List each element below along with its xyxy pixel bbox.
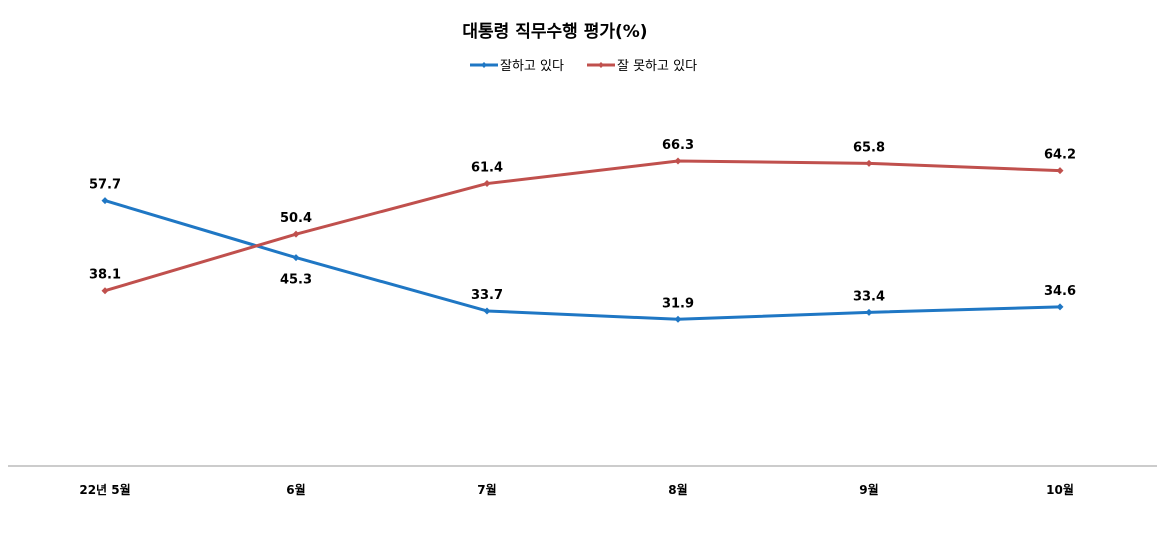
x-tick-label: 10월 — [1046, 482, 1074, 497]
data-point — [1056, 303, 1064, 311]
data-point — [1056, 167, 1064, 175]
legend-label: 잘 못하고 있다 — [617, 59, 697, 74]
data-label: 31.9 — [662, 296, 694, 311]
data-label: 34.6 — [1044, 284, 1076, 299]
data-label: 38.1 — [89, 268, 121, 283]
data-point — [483, 307, 491, 315]
x-tick-label: 22년 5월 — [79, 482, 130, 497]
data-point — [674, 315, 682, 323]
x-axis-tick-labels: 22년 5월 6월 7월 8월 9월 10월 — [79, 482, 1074, 497]
data-label: 45.3 — [280, 273, 312, 288]
data-label: 61.4 — [471, 161, 503, 176]
x-tick-label: 8월 — [668, 482, 687, 497]
legend-marker — [598, 62, 604, 68]
data-label: 66.3 — [662, 138, 694, 153]
legend-label: 잘하고 있다 — [500, 59, 564, 74]
data-label: 65.8 — [853, 140, 885, 155]
data-point — [292, 230, 300, 238]
x-tick-label: 9월 — [859, 482, 878, 497]
legend-marker — [481, 62, 487, 68]
data-label: 64.2 — [1044, 148, 1076, 163]
data-label: 57.7 — [89, 178, 121, 193]
data-point — [483, 180, 491, 188]
data-labels: 57.7 45.3 33.7 31.9 33.4 34.6 38.1 50.4 61.4 66.3… — [89, 138, 1076, 311]
data-point — [865, 308, 873, 316]
chart-title: 대통령 직무수행 평가(%) — [462, 21, 647, 42]
series-layer — [101, 157, 1064, 323]
data-label: 33.7 — [471, 288, 503, 303]
series-line — [104, 199, 1061, 321]
data-point — [101, 287, 109, 295]
data-label: 33.4 — [853, 289, 885, 304]
data-label: 50.4 — [280, 211, 312, 226]
data-point — [674, 157, 682, 165]
x-tick-label: 7월 — [477, 482, 496, 497]
series-line — [104, 159, 1061, 293]
x-tick-label: 6월 — [286, 482, 305, 497]
data-point — [865, 159, 873, 167]
data-point — [292, 254, 300, 262]
legend: 잘하고 있다 잘 못하고 있다 — [470, 59, 697, 74]
data-point — [101, 197, 109, 205]
